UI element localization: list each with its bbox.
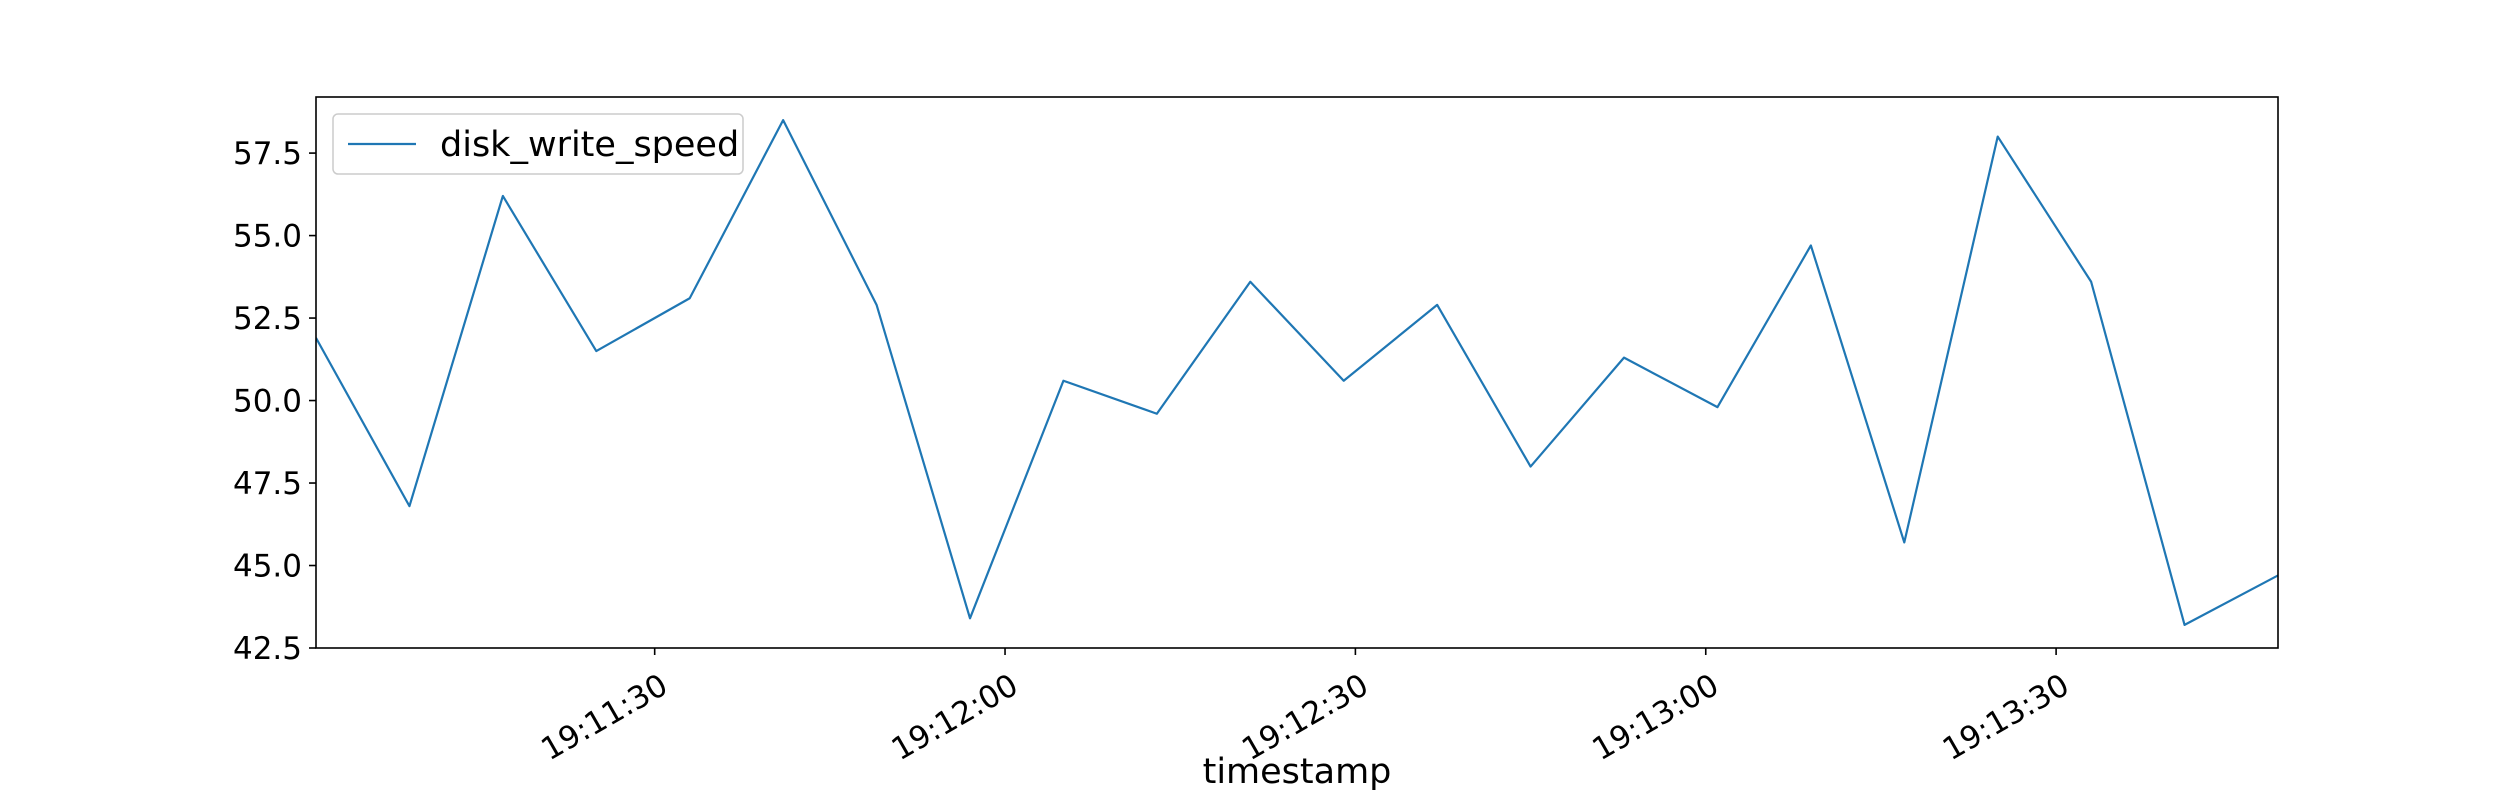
y-tick-label: 42.5 bbox=[233, 631, 302, 667]
legend: disk_write_speed bbox=[332, 113, 744, 175]
series-line-disk-write-speed bbox=[316, 118, 2278, 627]
y-tick-label: 55.0 bbox=[233, 219, 302, 255]
axes-frame bbox=[315, 96, 2279, 649]
y-tick-label: 47.5 bbox=[233, 466, 302, 502]
y-tick-label: 52.5 bbox=[233, 301, 302, 337]
legend-label: disk_write_speed bbox=[440, 125, 739, 165]
x-axis-title: timestamp bbox=[1203, 752, 1392, 792]
legend-box bbox=[332, 113, 744, 175]
y-tick-label: 45.0 bbox=[233, 549, 302, 585]
plot-area bbox=[315, 96, 2279, 649]
y-tick-label: 50.0 bbox=[233, 384, 302, 420]
y-axis: 42.5 45.0 47.5 50.0 52.5 55.0 57.5 bbox=[233, 136, 316, 667]
y-tick-label: 57.5 bbox=[233, 136, 302, 172]
